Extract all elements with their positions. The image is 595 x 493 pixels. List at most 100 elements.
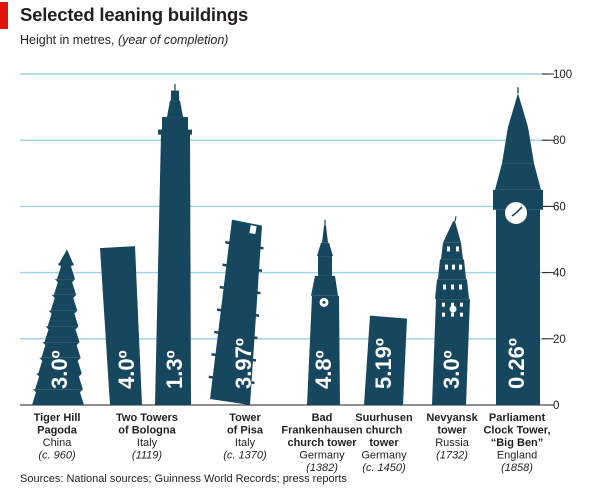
frankenhausen-shoulder xyxy=(311,275,338,296)
subtitle-italic: (year of completion) xyxy=(117,33,229,47)
tick-label-100: 100 xyxy=(553,69,572,81)
bigben-belfry xyxy=(495,163,541,190)
nevyansk-arch xyxy=(459,284,462,290)
lean-angle-label: 4.0º xyxy=(114,350,139,389)
building-name-label: church tower xyxy=(287,437,357,449)
asinelli-lantern xyxy=(167,100,183,118)
angle-layer: 3.0º 4.0º 1.3º 3.97º 4.8º 5.19º 3.0º 0.26º xyxy=(47,338,529,389)
nevyansk-base xyxy=(432,299,470,405)
year-label: (c. 1450) xyxy=(362,462,406,474)
building-name-label: of Bologna xyxy=(118,425,176,437)
pisa-gallery xyxy=(208,375,255,385)
pisa-gallery xyxy=(217,308,259,317)
year-label: (1119) xyxy=(132,450,163,462)
building-bad-frankenhausen xyxy=(307,219,340,405)
nevyansk-window xyxy=(442,302,445,307)
tick-label-60: 60 xyxy=(553,201,566,213)
building-name-label: tower xyxy=(369,437,399,449)
garisenda-body xyxy=(100,246,142,405)
frankenhausen-dome xyxy=(317,242,333,257)
brand-red-tab xyxy=(0,2,8,29)
tick-label-20: 20 xyxy=(553,334,566,346)
subtitle-text: Height in metres, xyxy=(20,33,115,47)
asinelli-upper xyxy=(162,117,188,131)
pisa-gallery xyxy=(211,353,256,362)
lean-angle-label: 3.97º xyxy=(231,338,256,389)
building-name-label: church xyxy=(366,425,403,437)
lean-angle-label: 4.8º xyxy=(311,350,336,389)
country-label: Russia xyxy=(435,437,470,449)
pisa-gallery xyxy=(214,330,258,340)
building-suurhusen xyxy=(364,315,407,405)
building-name-label: Nevyansk xyxy=(426,412,478,424)
nevyansk-arch xyxy=(456,246,459,252)
bigben-clock-hand-short xyxy=(511,212,517,217)
country-label: Italy xyxy=(137,437,158,449)
lean-angle-label: 3.0º xyxy=(439,350,464,389)
year-label: (c. 1370) xyxy=(223,450,267,462)
pisa-gallery xyxy=(222,263,262,272)
building-name-label: Clock Tower, xyxy=(483,425,550,437)
building-name-label: Parliament xyxy=(489,412,546,424)
building-nevyansk xyxy=(432,216,470,405)
asinelli-battlement xyxy=(158,129,192,135)
pagoda-tier xyxy=(32,389,84,405)
building-name-label: tower xyxy=(437,425,467,437)
asinelli-body xyxy=(155,133,191,405)
building-name-label: Frankenhausen xyxy=(281,425,363,437)
building-name-label: “Big Ben” xyxy=(491,437,544,449)
building-name-label: Tiger Hill xyxy=(34,412,81,424)
building-name-label: Two Towers xyxy=(116,412,178,424)
lean-angle-label: 3.0º xyxy=(47,350,72,389)
pisa-window xyxy=(249,225,257,235)
bigben-spire xyxy=(508,93,528,127)
pagoda-tier xyxy=(35,373,83,390)
frankenhausen-body xyxy=(307,295,340,405)
year-label: (1382) xyxy=(306,462,338,474)
nevyansk-arch xyxy=(459,264,462,270)
country-label: Italy xyxy=(235,437,256,449)
pagoda-tier xyxy=(44,326,80,343)
bigben-roof xyxy=(502,126,534,164)
building-asinelli-tower xyxy=(155,83,192,405)
country-label: Germany xyxy=(361,450,407,462)
building-name-label: Bad xyxy=(312,412,333,424)
source-note: Sources: National sources; Guinness Worl… xyxy=(20,473,347,485)
building-name-label: Pagoda xyxy=(37,425,78,437)
building-name-label: Tower xyxy=(229,412,261,424)
asinelli-cupola xyxy=(171,90,179,101)
bigben-shaft xyxy=(496,209,540,405)
nevyansk-arch xyxy=(445,264,448,270)
nevyansk-arch xyxy=(447,246,450,252)
building-name-label: Suurhusen xyxy=(355,412,413,424)
pisa-gallery xyxy=(219,285,261,295)
lean-angle-label: 0.26º xyxy=(504,338,529,389)
frankenhausen-belfry xyxy=(318,256,332,276)
building-tower-of-pisa xyxy=(208,219,264,405)
building-tiger-hill-pagoda xyxy=(32,249,84,405)
suurhusen-body xyxy=(364,315,407,405)
year-label: (1858) xyxy=(501,462,533,474)
lean-angle-label: 1.3º xyxy=(162,350,187,389)
nevyansk-window xyxy=(451,302,454,307)
tick-label-40: 40 xyxy=(553,268,566,280)
bigben-clock-stage xyxy=(493,189,543,210)
nevyansk-window xyxy=(442,312,445,317)
pagoda-roof xyxy=(58,249,74,266)
country-label: England xyxy=(497,450,537,462)
year-label: (c. 960) xyxy=(38,450,76,462)
building-layer xyxy=(32,83,543,405)
nevyansk-window xyxy=(451,312,454,317)
grid-layer: 0 20 40 60 80 100 xyxy=(20,69,572,412)
pagoda-tier xyxy=(47,310,79,327)
nevyansk-window xyxy=(460,302,463,307)
nevyansk-arch xyxy=(443,284,446,290)
nevyansk-arch xyxy=(452,264,455,270)
building-garisenda-tower xyxy=(100,246,142,405)
frankenhausen-spire xyxy=(322,225,328,243)
building-name-label: of Pisa xyxy=(227,425,264,437)
lean-angle-label: 5.19º xyxy=(371,338,396,389)
nevyansk-tier-3 xyxy=(441,242,463,260)
pagoda-tier xyxy=(57,263,75,280)
